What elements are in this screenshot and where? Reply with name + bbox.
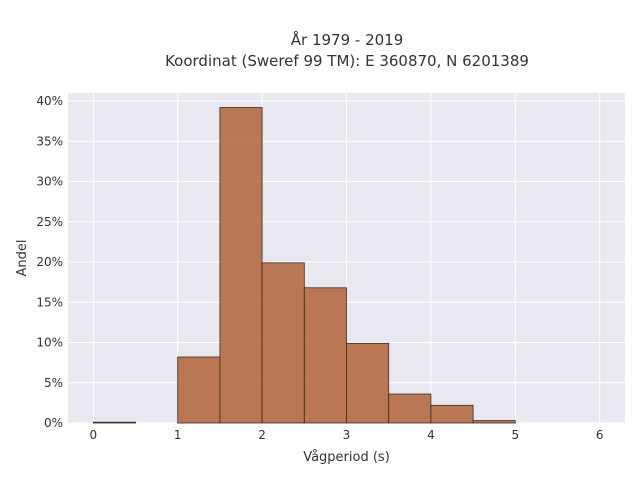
y-axis-title: Andel	[15, 240, 30, 277]
histogram-bar	[430, 404, 474, 424]
y-tick-label: 30%	[36, 175, 63, 189]
x-tick-label: 4	[427, 428, 435, 442]
histogram-bar	[177, 356, 221, 424]
y-tick-labels: 0% 5% 10% 15% 20% 25% 30% 35% 40%	[36, 94, 63, 430]
histogram-bar	[346, 342, 390, 424]
histogram-bar	[92, 421, 136, 424]
histogram-bar	[219, 107, 263, 424]
histogram-bar	[472, 420, 516, 424]
histogram-bar	[388, 393, 432, 424]
y-tick-label: 10%	[36, 336, 63, 350]
y-tick-label: 15%	[36, 295, 63, 309]
x-tick-label: 6	[596, 428, 604, 442]
histogram-bars	[92, 107, 516, 424]
x-axis-title: Vågperiod (s)	[303, 450, 390, 465]
y-tick-label: 35%	[36, 134, 63, 148]
chart-title-line-2: Koordinat (Sweref 99 TM): E 360870, N 62…	[165, 52, 529, 70]
histogram-bar	[261, 262, 305, 424]
x-tick-label: 2	[258, 428, 266, 442]
x-tick-label: 0	[89, 428, 97, 442]
x-tick-labels: 0 1 2 3 4 5 6	[89, 428, 603, 442]
y-tick-label: 40%	[36, 94, 63, 108]
histogram-bar	[303, 287, 347, 424]
y-tick-label: 25%	[36, 215, 63, 229]
chart-title-line-1: År 1979 - 2019	[291, 30, 404, 49]
x-tick-label: 3	[343, 428, 351, 442]
y-tick-label: 0%	[44, 416, 63, 430]
x-tick-label: 5	[511, 428, 519, 442]
y-tick-label: 20%	[36, 255, 63, 269]
y-tick-label: 5%	[44, 376, 63, 390]
x-tick-label: 1	[174, 428, 182, 442]
